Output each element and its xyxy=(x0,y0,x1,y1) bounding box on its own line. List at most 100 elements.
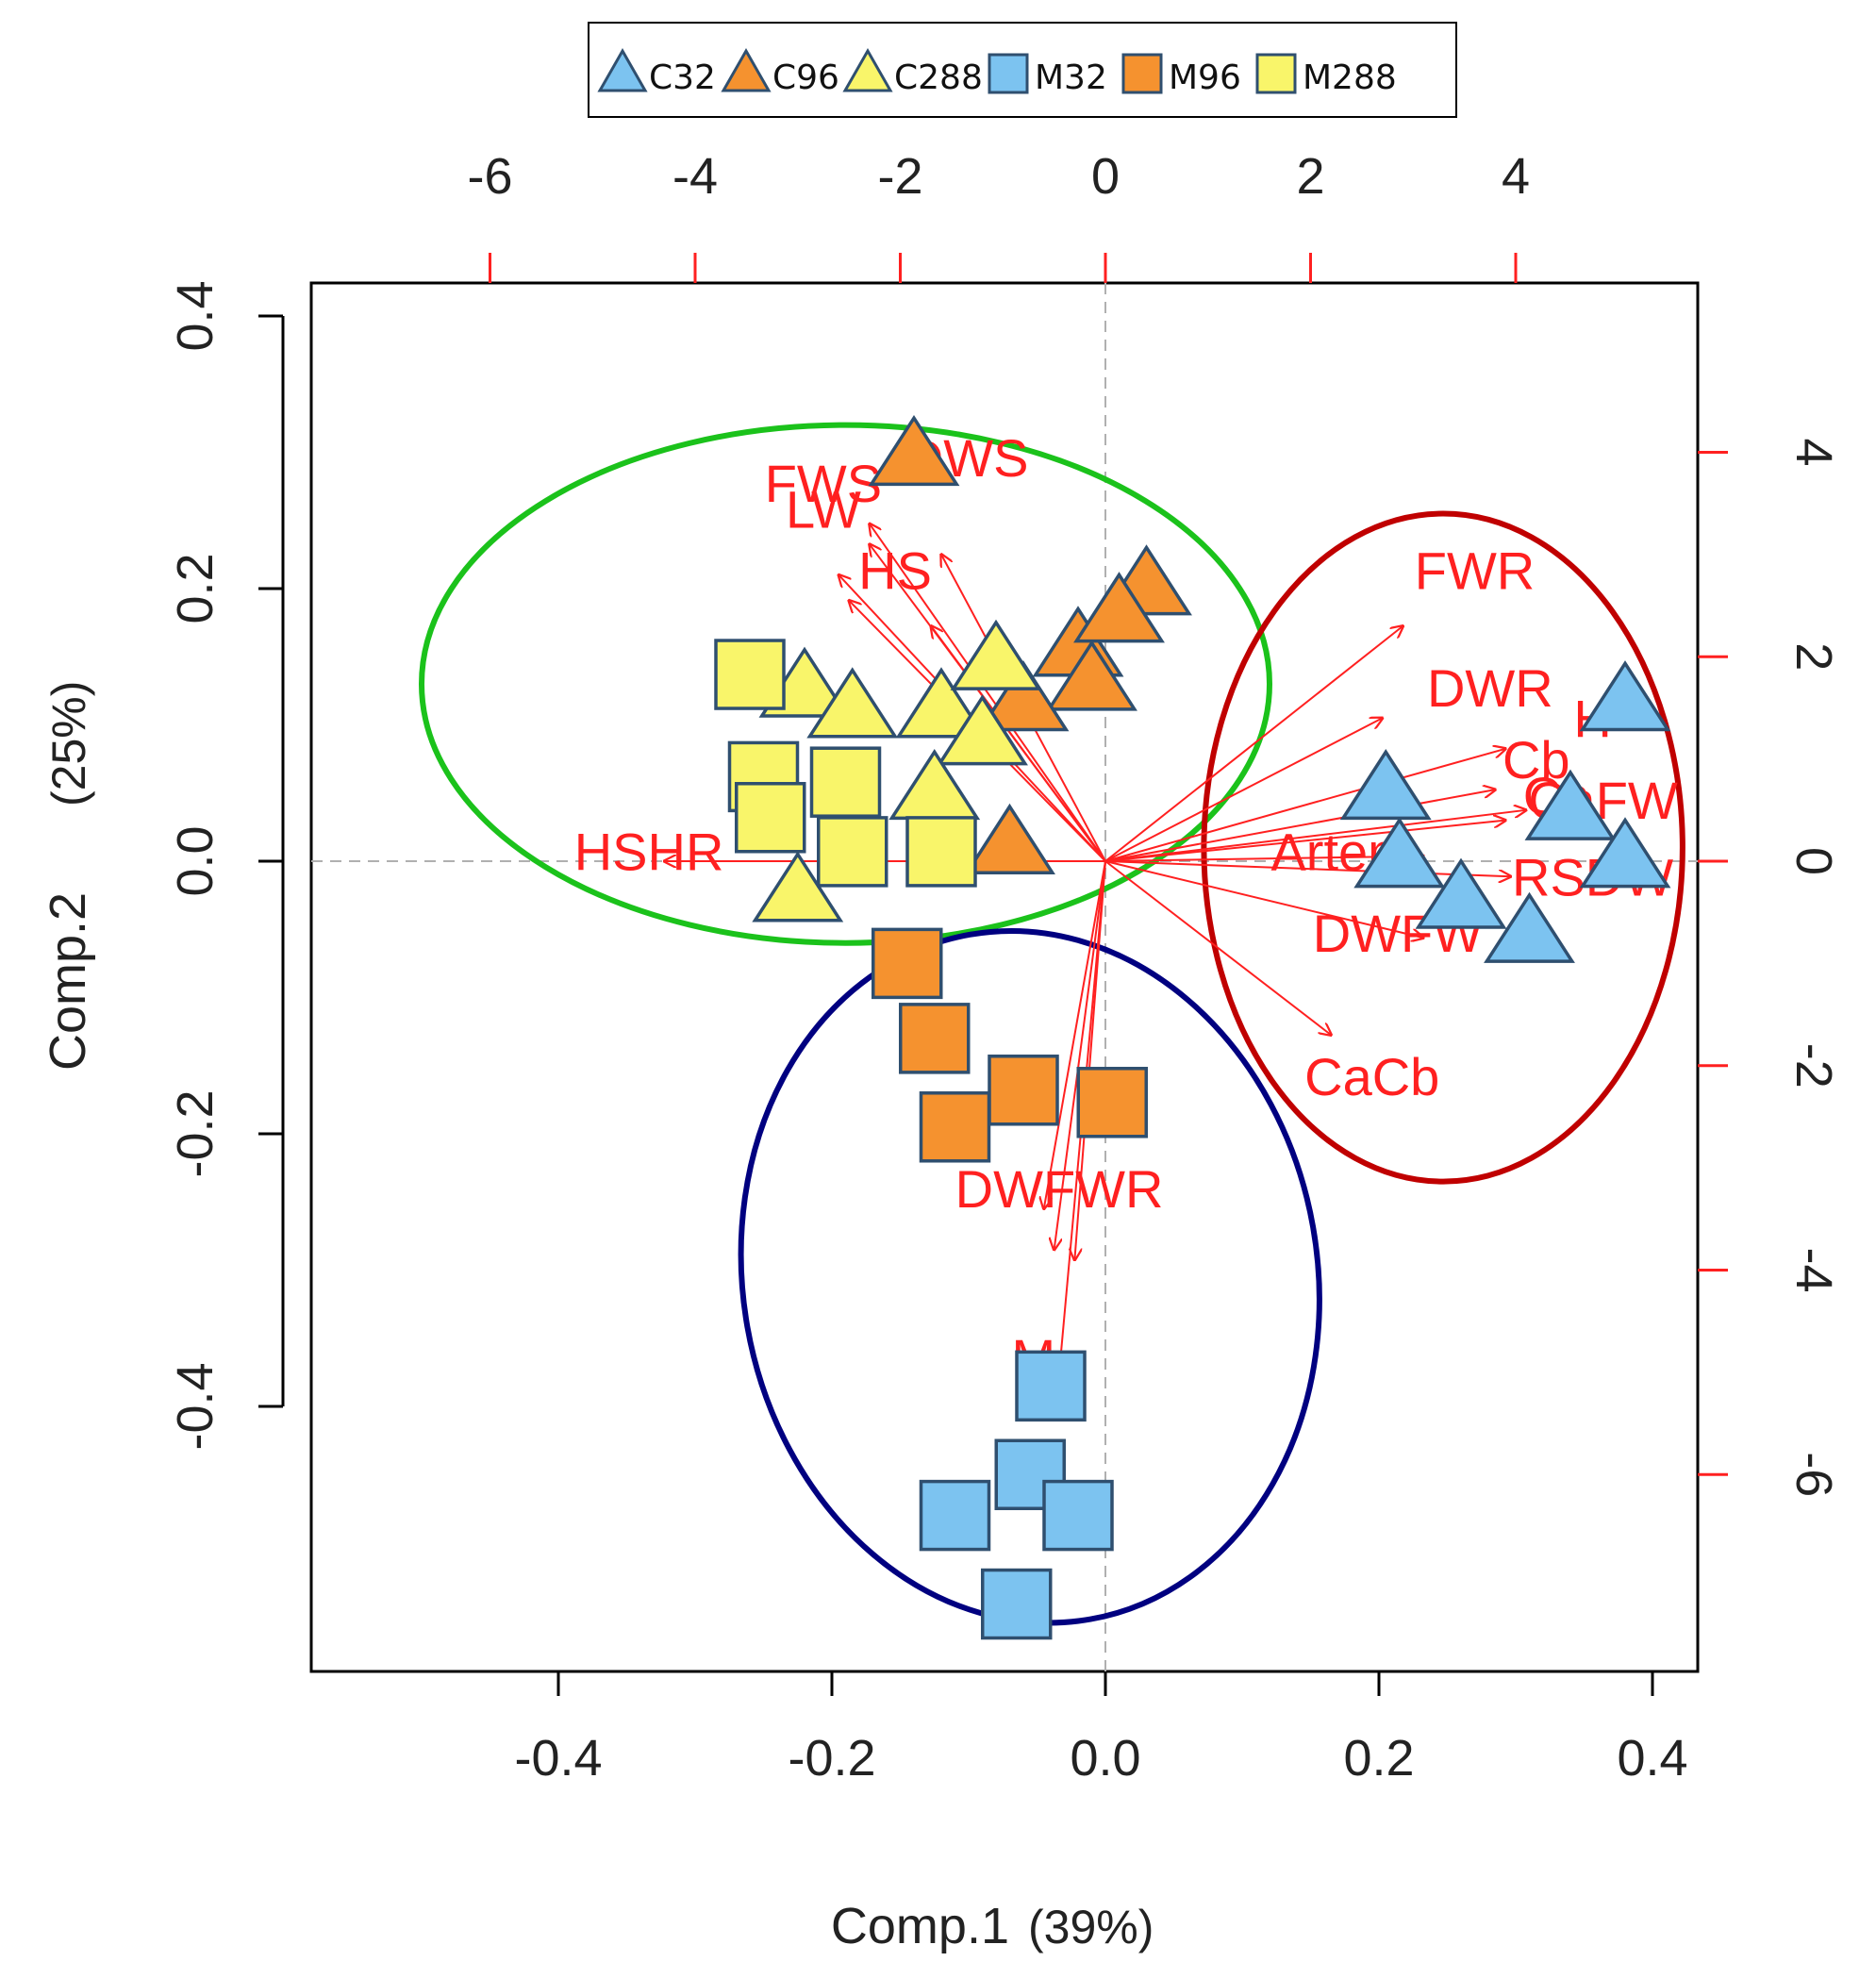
legend-label: M288 xyxy=(1303,58,1397,97)
right-tick-label: -4 xyxy=(1785,1247,1842,1292)
loading-arrow xyxy=(870,524,1106,862)
point-triangle xyxy=(1579,660,1671,732)
top-tick-label: -4 xyxy=(672,148,718,205)
group-ellipses xyxy=(419,422,1685,1626)
top-tick-label: 0 xyxy=(1091,148,1120,205)
series-M96 xyxy=(872,927,1148,1163)
loading-arrow xyxy=(1044,860,1106,1208)
point-triangle xyxy=(1046,640,1137,711)
loading-arrow xyxy=(1104,860,1511,876)
loading-arrow xyxy=(1104,860,1423,938)
point-square xyxy=(919,1091,991,1163)
ellipse-group-m xyxy=(738,928,1322,1626)
x-tick-label: 0.0 xyxy=(1070,1730,1140,1787)
x-tick-label: 0.2 xyxy=(1343,1730,1414,1787)
point-triangle xyxy=(895,667,988,739)
right-tick-label: -6 xyxy=(1785,1452,1842,1497)
ellipse-group-c32 xyxy=(1201,510,1685,1185)
y-axis-left: -0.4 -0.2 0.0 0.2 0.4 xyxy=(167,280,285,1451)
point-square xyxy=(919,1479,991,1552)
loading-label: DWR xyxy=(1427,658,1553,718)
point-square xyxy=(905,816,977,888)
point-triangle xyxy=(1415,857,1507,929)
y-axis-title: Comp.2 xyxy=(40,892,96,1071)
ellipse-group-c-low xyxy=(419,422,1272,946)
plot-frame xyxy=(309,281,1700,1673)
point-square xyxy=(735,782,806,854)
point-triangle xyxy=(977,660,1070,732)
point-triangle xyxy=(1524,769,1617,840)
point-square xyxy=(899,1003,971,1074)
legend-marker-square xyxy=(988,53,1029,94)
point-square xyxy=(714,639,786,710)
y-tick-label: 0.4 xyxy=(167,280,224,351)
point-square xyxy=(1076,1067,1148,1139)
x-axis-bottom: -0.4 -0.2 0.0 0.2 0.4 xyxy=(514,1671,1688,1787)
point-triangle xyxy=(1073,572,1165,643)
loading-arrow xyxy=(1104,856,1423,861)
point-triangle xyxy=(1579,817,1671,889)
top-tick-label: 2 xyxy=(1296,148,1324,205)
right-tick-label: 0 xyxy=(1785,847,1842,875)
point-square xyxy=(817,816,888,888)
top-tick-label: -6 xyxy=(467,148,512,205)
loading-label: Cb xyxy=(1502,730,1570,790)
point-triangle xyxy=(1484,891,1575,963)
y-axis-right-loadings: 4 2 0 -2 -4 -6 xyxy=(1698,438,1842,1497)
legend-label: C32 xyxy=(649,58,716,97)
loading-label: LW xyxy=(786,479,861,539)
y-tick-label: 0.0 xyxy=(167,825,224,896)
top-tick-label: 4 xyxy=(1502,148,1530,205)
legend-marker-triangle xyxy=(721,47,772,92)
point-triangle xyxy=(1353,817,1446,889)
point-triangle xyxy=(752,851,844,923)
legend-marker-triangle xyxy=(597,47,648,92)
legend-marker-square xyxy=(1255,53,1297,94)
right-tick-label: -2 xyxy=(1785,1043,1842,1089)
point-square xyxy=(988,1055,1059,1126)
y-axis-title-pct: (25%) xyxy=(42,681,95,806)
loading-label: CaCb xyxy=(1304,1047,1439,1106)
point-square xyxy=(981,1568,1053,1640)
loading-label: HS xyxy=(858,540,932,600)
loading-arrow xyxy=(1104,790,1495,862)
series-M32 xyxy=(919,1350,1114,1640)
series-C96 xyxy=(868,414,1192,874)
loading-arrow xyxy=(1104,626,1403,862)
point-triangle xyxy=(937,694,1028,766)
point-triangle xyxy=(950,619,1042,690)
point-square xyxy=(1042,1479,1114,1552)
right-tick-label: 4 xyxy=(1785,438,1842,466)
point-square xyxy=(872,927,943,1000)
point-triangle xyxy=(1339,748,1432,821)
legend-marker-square xyxy=(1121,53,1163,94)
legend-label: C288 xyxy=(894,58,983,97)
loading-arrow xyxy=(931,626,1106,862)
legend-label: M32 xyxy=(1035,58,1107,97)
point-triangle xyxy=(806,667,899,739)
legend-marker-triangle xyxy=(842,47,893,92)
series-M288 xyxy=(714,639,977,888)
loading-arrow xyxy=(1104,860,1331,1035)
x-tick-label: -0.4 xyxy=(514,1730,602,1787)
loading-arrow xyxy=(1104,749,1505,862)
right-tick-label: 2 xyxy=(1785,642,1842,671)
loading-label: FWS xyxy=(765,454,882,513)
loading-arrow xyxy=(1104,821,1505,862)
point-square xyxy=(809,746,882,818)
loading-arrow xyxy=(1104,718,1383,862)
y-tick-label: -0.4 xyxy=(167,1362,224,1450)
loading-arrow xyxy=(1104,810,1526,862)
point-square xyxy=(1015,1350,1087,1422)
x-tick-label: 0.4 xyxy=(1617,1730,1687,1787)
y-tick-label: -0.2 xyxy=(167,1089,224,1177)
loading-label: HSHR xyxy=(574,822,724,881)
legend-label: M96 xyxy=(1169,58,1241,97)
series-C32 xyxy=(1339,660,1671,963)
point-triangle xyxy=(964,803,1055,874)
loading-arrow xyxy=(1054,860,1106,1250)
point-triangle xyxy=(868,414,960,487)
score-points xyxy=(714,414,1671,1640)
x-axis-title-pct: (39%) xyxy=(1028,1901,1154,1953)
